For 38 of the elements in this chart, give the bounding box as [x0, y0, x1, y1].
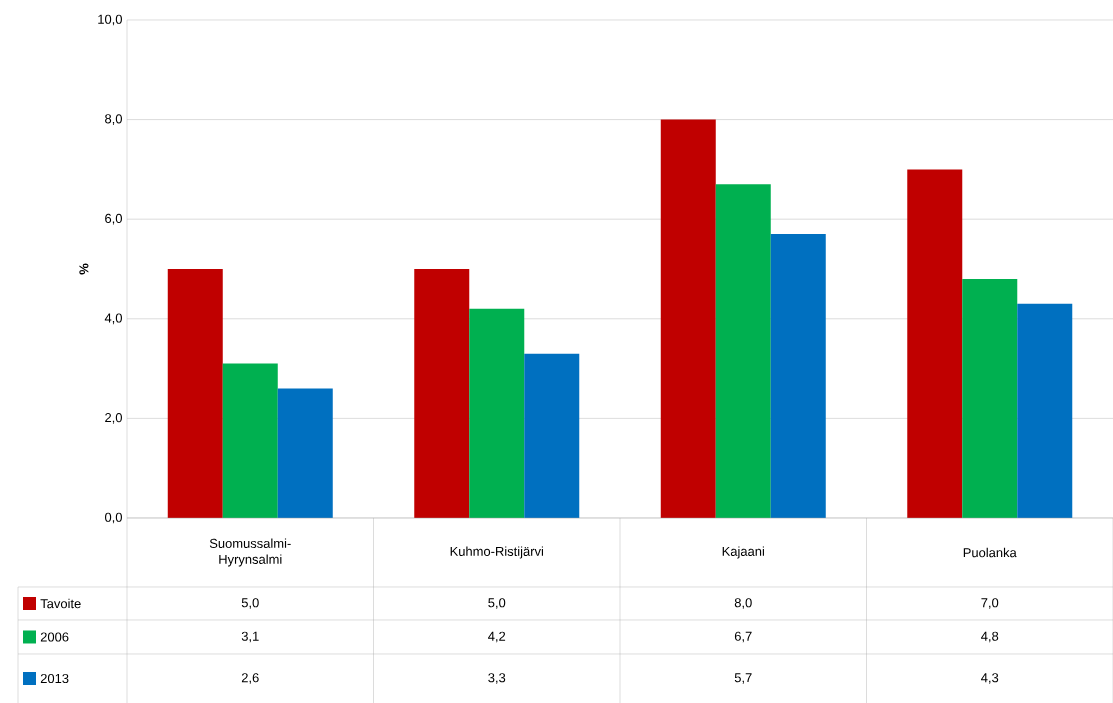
bar: [414, 268, 470, 518]
bar: [469, 308, 525, 518]
bar: [222, 363, 278, 518]
bar: [660, 119, 716, 518]
data-label: 5,0: [241, 598, 259, 609]
data-label: 4,3: [981, 673, 999, 684]
data-label: 4,2: [488, 631, 506, 643]
data-label: 5,0: [488, 598, 506, 609]
bar: [715, 184, 771, 518]
data-label: 7,0: [981, 598, 999, 609]
y-tick-label: 10,0: [98, 14, 122, 26]
bar: [907, 169, 963, 518]
data-label: 8,0: [734, 598, 752, 609]
legend-label: 2006: [40, 632, 69, 642]
legend-label: 2013: [40, 673, 69, 684]
data-label: 2,6: [241, 673, 259, 684]
y-tick-label: 8,0: [105, 114, 122, 125]
bar: [167, 268, 223, 518]
data-label: 4,8: [981, 631, 999, 643]
x-tick-label: Kuhmo-Ristijärvi: [450, 546, 543, 559]
bar: [1017, 303, 1073, 518]
x-tick-label: Kajaani: [722, 546, 764, 559]
bar: [524, 353, 580, 518]
y-tick-label: 6,0: [105, 213, 122, 225]
x-tick-label: Suomussalmi-Hyrynsalmi: [209, 538, 291, 567]
bar: [277, 388, 333, 518]
bar: [962, 278, 1018, 518]
y-tick-label: 2,0: [105, 413, 122, 424]
bar: [770, 234, 826, 518]
data-label: 5,7: [734, 673, 752, 684]
data-label: 6,7: [734, 631, 752, 643]
y-tick-label: 0,0: [104, 512, 122, 524]
x-tick-label: Puolanka: [963, 547, 1017, 558]
y-tick-label: 4,0: [104, 313, 122, 325]
y-axis-title: %: [79, 263, 89, 275]
data-label: 3,3: [488, 673, 506, 684]
legend-label: Tavoite: [40, 598, 81, 609]
data-label: 3,1: [241, 631, 259, 643]
